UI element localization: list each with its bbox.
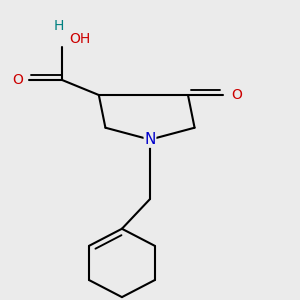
Text: H: H xyxy=(54,19,64,33)
Text: N: N xyxy=(144,132,156,147)
Text: OH: OH xyxy=(69,32,90,46)
Text: O: O xyxy=(12,73,23,87)
Text: O: O xyxy=(231,88,242,102)
